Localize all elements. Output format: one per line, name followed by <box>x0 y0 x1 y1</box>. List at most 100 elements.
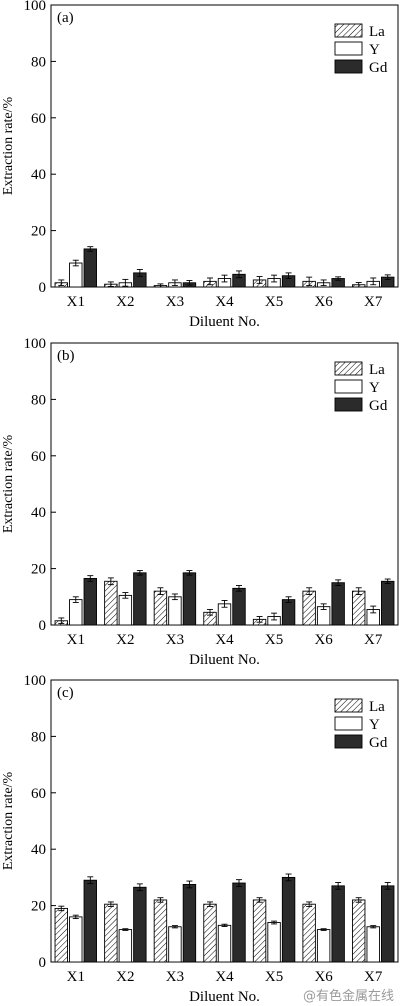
legend-label-Gd: Gd <box>369 60 388 76</box>
x-tick-label: X4 <box>215 632 234 648</box>
y-tick-label: 40 <box>31 505 46 521</box>
bar-Gd <box>83 578 97 626</box>
y-tick-label: 0 <box>39 618 47 634</box>
x-tick-label: X4 <box>215 294 234 310</box>
y-tick-label: 0 <box>39 280 47 296</box>
bar-Gd <box>83 879 97 963</box>
x-tick-label: X2 <box>116 632 134 648</box>
bar-Gd <box>232 882 246 963</box>
bar-La <box>153 590 168 626</box>
bar-La <box>302 590 316 626</box>
x-tick-label: X6 <box>314 294 333 310</box>
bar-La <box>54 907 68 963</box>
bar-Gd <box>281 599 296 626</box>
legend-swatch-La <box>334 361 363 376</box>
x-axis-label: Diluent No. <box>189 314 260 330</box>
x-tick-label: X6 <box>314 632 333 648</box>
y-tick-label: 40 <box>31 167 46 183</box>
bar-Gd <box>83 248 97 288</box>
x-tick-label: X7 <box>364 632 383 648</box>
bar-Y <box>168 596 182 626</box>
y-axis-label: Extraction rate/% <box>1 96 16 195</box>
y-tick-label: 60 <box>31 449 46 465</box>
bar-Y <box>316 929 331 963</box>
bar-La <box>352 590 366 626</box>
x-tick-label: X1 <box>67 969 85 985</box>
x-tick-label: X3 <box>166 969 184 985</box>
bar-Gd <box>381 885 395 963</box>
bar-Y <box>118 594 133 626</box>
legend-swatch-La <box>334 23 363 38</box>
bar-Gd <box>133 886 147 963</box>
bar-Y <box>69 599 83 626</box>
panel-label: (a) <box>57 10 74 26</box>
legend-swatch-La <box>334 698 363 713</box>
chart-panel: 0 20 40 60 80 100 Extraction rate/% (b) X1 X2 X3 X4… <box>1 336 399 668</box>
x-tick-label: X5 <box>265 294 283 310</box>
x-tick-label: X5 <box>265 632 283 648</box>
legend-label-Y: Y <box>369 717 380 733</box>
panel-label: (b) <box>57 348 75 364</box>
y-tick-label: 60 <box>31 111 46 127</box>
chart-panel: 0 20 40 60 80 100 Extraction rate/% (a) X1 X2 X3 X4… <box>1 0 399 330</box>
legend-label-La: La <box>369 24 385 40</box>
legend-label-Gd: Gd <box>369 398 388 414</box>
y-axis-label: Extraction rate/% <box>1 771 16 870</box>
y-axis-label: Extraction rate/% <box>1 434 16 533</box>
legend-swatch-Y <box>334 379 363 394</box>
x-tick-label: X7 <box>364 294 383 310</box>
legend-label-Y: Y <box>369 42 380 58</box>
legend-swatch-Y <box>334 41 363 56</box>
x-axis-label: Diluent No. <box>189 989 260 1005</box>
y-tick-label: 20 <box>31 562 46 578</box>
x-tick-label: X1 <box>67 632 85 648</box>
legend-swatch-Gd <box>334 734 363 749</box>
bar-Y <box>267 922 281 963</box>
x-tick-label: X3 <box>166 294 184 310</box>
x-tick-label: X4 <box>215 969 234 985</box>
y-tick-label: 20 <box>31 224 46 240</box>
bar-Gd <box>331 885 345 963</box>
bar-Y <box>217 924 232 963</box>
bar-Gd <box>232 587 246 626</box>
y-tick-label: 60 <box>31 786 46 802</box>
x-tick-label: X6 <box>314 969 333 985</box>
legend-label-Gd: Gd <box>369 735 388 751</box>
bar-La <box>104 903 118 963</box>
y-tick-label: 20 <box>31 899 46 915</box>
x-tick-label: X5 <box>265 969 283 985</box>
bar-Gd <box>281 876 296 963</box>
bar-La <box>153 899 168 963</box>
bar-Gd <box>133 572 147 626</box>
bar-Gd <box>182 572 197 626</box>
bar-Y <box>366 926 380 963</box>
bar-La <box>104 580 118 626</box>
bar-Gd <box>331 582 345 626</box>
y-tick-label: 100 <box>24 0 47 14</box>
y-tick-label: 100 <box>24 673 47 689</box>
bar-La <box>352 899 366 963</box>
legend-swatch-Gd <box>334 59 363 74</box>
bar-Gd <box>381 580 395 626</box>
bar-Gd <box>182 884 197 963</box>
legend-swatch-Y <box>334 716 363 731</box>
y-tick-label: 0 <box>39 955 47 971</box>
x-tick-label: X7 <box>364 969 383 985</box>
x-tick-label: X2 <box>116 294 134 310</box>
y-tick-label: 80 <box>31 392 46 408</box>
watermark-text: @有色金属在线 <box>302 989 394 1004</box>
y-tick-label: 100 <box>24 336 47 352</box>
x-tick-label: X2 <box>116 969 134 985</box>
legend-label-La: La <box>369 362 385 378</box>
bar-Y <box>168 926 182 963</box>
bar-Y <box>118 929 133 963</box>
bar-La <box>252 899 267 963</box>
x-axis-label: Diluent No. <box>189 652 260 668</box>
chart-panel: 0 20 40 60 80 100 Extraction rate/% (c) X1 X2 X3 X4… <box>1 673 399 1005</box>
bar-Y <box>69 262 83 288</box>
bar-La <box>302 903 316 963</box>
legend-label-Y: Y <box>369 380 380 396</box>
y-tick-label: 80 <box>31 729 46 745</box>
panel-label: (c) <box>57 685 74 701</box>
